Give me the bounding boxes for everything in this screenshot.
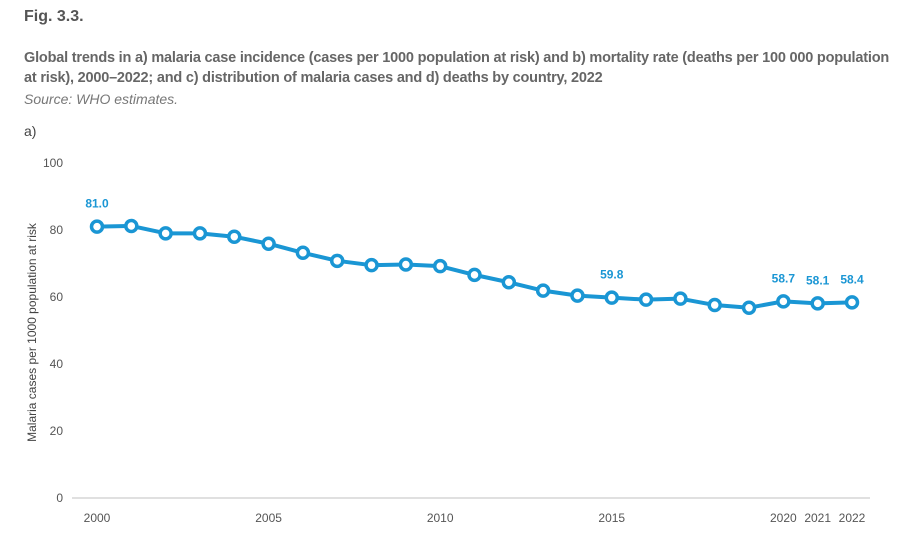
data-point xyxy=(741,300,757,315)
y-tick-label: 20 xyxy=(50,424,64,438)
panel-label: a) xyxy=(24,123,37,139)
data-point xyxy=(432,258,448,274)
series-malaria-incidence xyxy=(89,218,860,315)
data-label: 58.1 xyxy=(806,273,830,287)
y-tick-label: 100 xyxy=(43,156,63,170)
data-point xyxy=(295,245,311,261)
data-label: 59.8 xyxy=(600,268,624,282)
x-tick-label: 2000 xyxy=(84,511,111,525)
x-tick-label: 2010 xyxy=(427,511,454,525)
data-point xyxy=(501,275,517,290)
x-tick-label: 2022 xyxy=(839,511,866,525)
x-tick-label: 2021 xyxy=(804,511,831,525)
data-label: 81.0 xyxy=(85,197,109,211)
data-labels: 81.0 59.8 58.7 58.1 58.4 xyxy=(85,197,864,288)
data-point xyxy=(364,257,379,273)
figure-label: Fig. 3.3. xyxy=(24,8,84,25)
data-point xyxy=(535,283,551,298)
data-point xyxy=(89,219,105,234)
data-point xyxy=(227,229,242,244)
x-tick-label: 2005 xyxy=(255,511,282,525)
data-point xyxy=(776,294,791,309)
data-point xyxy=(638,292,654,307)
x-tick-label: 2020 xyxy=(770,511,797,525)
data-point xyxy=(810,296,825,311)
data-point xyxy=(707,297,722,313)
data-label: 58.7 xyxy=(772,271,796,285)
y-tick-label: 0 xyxy=(56,491,63,505)
y-tick-label: 40 xyxy=(50,357,64,371)
y-axis-label: Malaria cases per 1000 population at ris… xyxy=(25,222,39,442)
data-point xyxy=(158,226,173,241)
data-point xyxy=(844,295,860,310)
y-tick-label: 80 xyxy=(50,223,64,237)
figure-title: Global trends in a) malaria case inciden… xyxy=(24,50,890,86)
data-point xyxy=(124,218,139,234)
data-point xyxy=(261,236,276,251)
data-label: 58.4 xyxy=(840,272,864,286)
data-point xyxy=(329,253,345,269)
y-axis: 0 20 40 60 80 100 xyxy=(43,156,870,505)
series-line xyxy=(96,223,853,310)
data-point xyxy=(570,288,585,303)
data-point xyxy=(673,291,688,306)
data-point xyxy=(192,226,208,241)
x-tick-label: 2015 xyxy=(598,511,625,525)
figure-source: Source: WHO estimates. xyxy=(24,91,179,107)
data-point xyxy=(398,257,414,272)
y-tick-label: 60 xyxy=(50,290,64,304)
data-point xyxy=(467,267,482,283)
data-point xyxy=(604,290,620,305)
x-axis: 2000 2005 2010 2015 2020 2021 2022 xyxy=(84,511,866,525)
